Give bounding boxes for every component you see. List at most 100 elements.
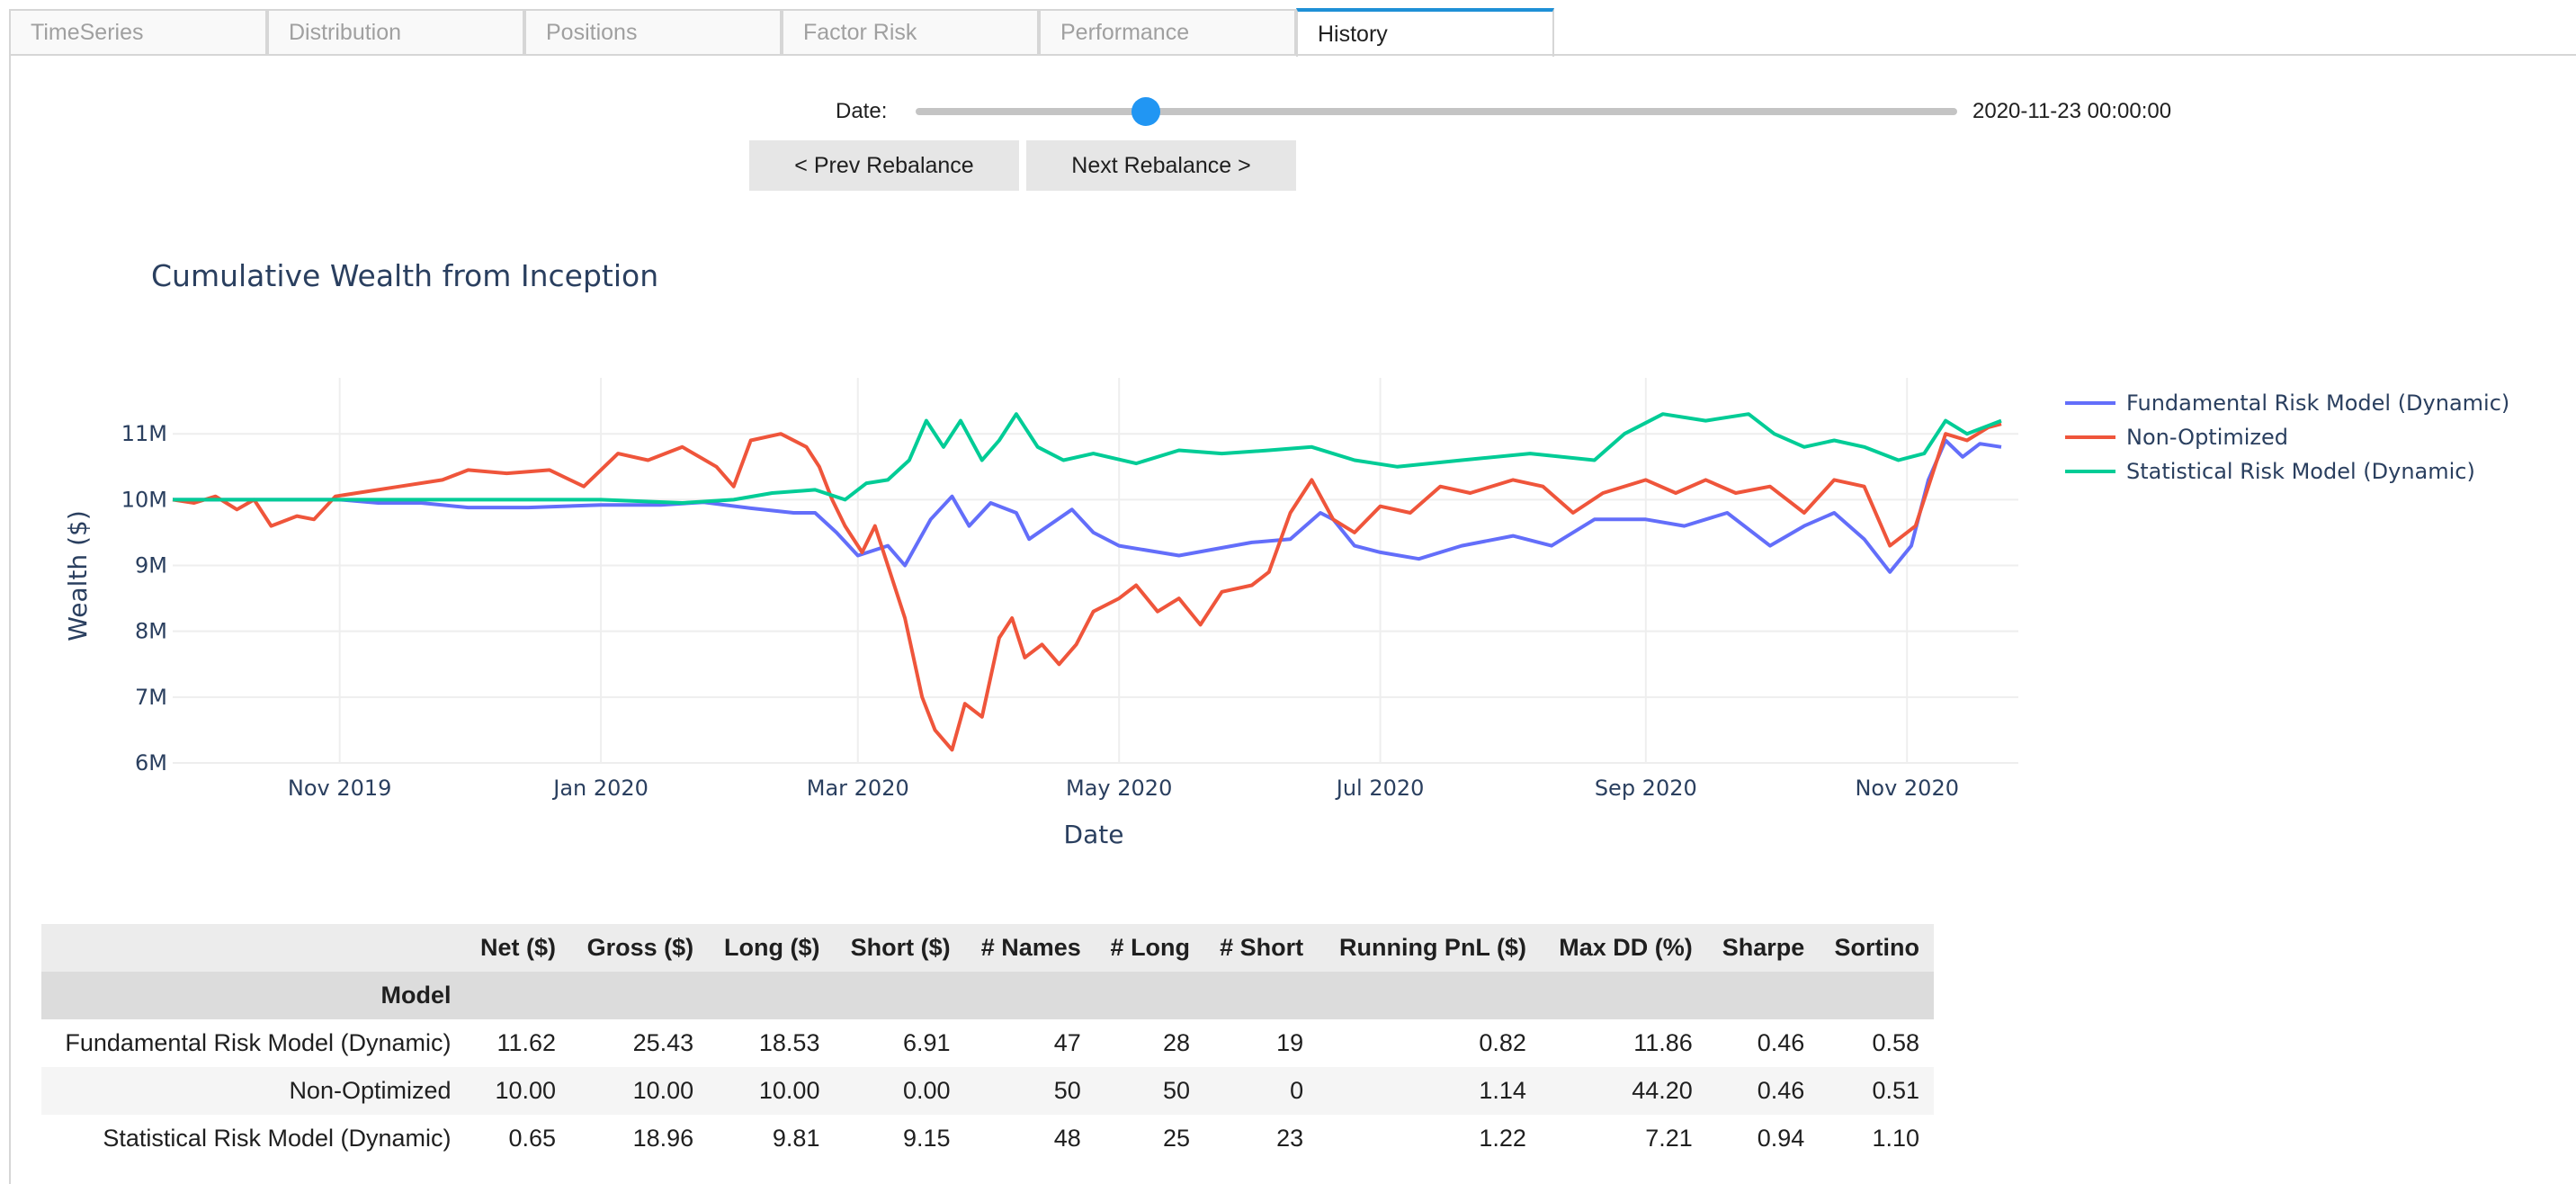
table-cell: 0 <box>1290 1077 1304 1104</box>
tab-history[interactable]: History <box>1296 8 1554 57</box>
y-axis-ticks: 6M 7M 8M 9M 10M 11M <box>121 421 167 776</box>
y-tick-label: 6M <box>135 750 167 776</box>
table-cell: 50 <box>1053 1077 1081 1104</box>
index-row-cell <box>834 972 964 1019</box>
table-row: Non-Optimized 10.00 10.00 10.00 0.00 50 50 0 1.1… <box>41 1067 1934 1115</box>
tab-timeseries[interactable]: TimeSeries <box>9 9 267 54</box>
index-row-cell <box>466 972 571 1019</box>
series-line-1 <box>172 422 2002 752</box>
chart-title: Cumulative Wealth from Inception <box>151 258 658 293</box>
table-row: Statistical Risk Model (Dynamic) 0.65 18.9… <box>41 1115 1934 1162</box>
chart-series <box>172 412 2002 752</box>
index-row-cell <box>1819 972 1934 1019</box>
table-cell: 44.20 <box>1632 1077 1693 1104</box>
date-slider-value: 2020-11-23 00:00:00 <box>1972 99 2172 123</box>
table-cell: 7.21 <box>1645 1125 1693 1152</box>
x-tick-label: Jul 2020 <box>1335 776 1425 801</box>
column-header: # Short <box>1220 934 1304 961</box>
table-cell: 23 <box>1276 1125 1304 1152</box>
index-row-cell <box>1541 972 1707 1019</box>
model-name-cell: Non-Optimized <box>289 1077 452 1104</box>
series-line-0 <box>173 438 2002 574</box>
table-cell: 10.00 <box>632 1077 694 1104</box>
index-row-cell <box>1707 972 1820 1019</box>
tab-distribution[interactable]: Distribution <box>267 9 524 54</box>
column-header: # Names <box>980 934 1081 961</box>
index-row-cell <box>1204 972 1318 1019</box>
legend-label-0: Fundamental Risk Model (Dynamic) <box>2126 390 2509 416</box>
table-cell: 1.22 <box>1479 1125 1526 1152</box>
legend-label-1: Non-Optimized <box>2126 425 2288 450</box>
x-tick-label: Sep 2020 <box>1595 776 1697 801</box>
table-cell: 11.86 <box>1633 1029 1693 1056</box>
tab-bar: TimeSeries Distribution Positions Factor… <box>0 0 2576 57</box>
table-cell: 18.53 <box>758 1029 820 1056</box>
table-header-row: Net ($) Gross ($) Long ($) Short ($) # Names… <box>41 924 1934 972</box>
column-header: Sharpe <box>1722 934 1805 961</box>
table-cell: 9.15 <box>903 1125 951 1152</box>
table-cell: 10.00 <box>758 1077 820 1104</box>
date-slider-rail[interactable] <box>916 108 1957 115</box>
index-name: Model <box>380 982 452 1009</box>
y-tick-label: 11M <box>121 421 167 446</box>
tab-performance[interactable]: Performance <box>1039 9 1296 54</box>
legend-label-2: Statistical Risk Model (Dynamic) <box>2126 459 2475 484</box>
table-row: Fundamental Risk Model (Dynamic) 11.62 25.… <box>41 1019 1934 1067</box>
x-axis-title: Date <box>1064 820 1124 849</box>
column-header: Net ($) <box>480 934 557 961</box>
tab-divider <box>9 54 2576 56</box>
prev-rebalance-button[interactable]: < Prev Rebalance <box>749 140 1019 191</box>
table-corner <box>41 924 466 972</box>
y-tick-label: 10M <box>121 487 167 512</box>
index-row-cell <box>965 972 1096 1019</box>
wealth-chart: Cumulative Wealth from Inception Nov 201… <box>63 258 2509 849</box>
x-tick-label: Mar 2020 <box>807 776 909 801</box>
index-row-cell <box>708 972 834 1019</box>
table-cell: 47 <box>1053 1029 1081 1056</box>
x-tick-label: Jan 2020 <box>551 776 648 801</box>
x-tick-label: Nov 2019 <box>288 776 392 801</box>
table-cell: 50 <box>1163 1077 1191 1104</box>
table-cell: 6.91 <box>903 1029 951 1056</box>
table-cell: 0.65 <box>508 1125 557 1152</box>
x-tick-label: Nov 2020 <box>1855 776 1959 801</box>
y-tick-label: 9M <box>135 553 167 579</box>
table-cell: 48 <box>1053 1125 1081 1152</box>
tab-positions[interactable]: Positions <box>524 9 782 54</box>
chart-legend: Fundamental Risk Model (Dynamic) Non-Opti… <box>2065 390 2509 484</box>
table-cell: 19 <box>1276 1029 1304 1056</box>
column-header: Running PnL ($) <box>1338 934 1526 961</box>
table-cell: 11.62 <box>496 1029 557 1056</box>
table-cell: 18.96 <box>632 1125 694 1152</box>
index-row-cell <box>1318 972 1541 1019</box>
table-cell: 1.10 <box>1872 1125 1919 1152</box>
series-line-2 <box>173 412 2002 505</box>
y-axis-title: Wealth ($) <box>63 510 93 641</box>
y-tick-label: 8M <box>135 619 167 644</box>
column-header: # Long <box>1110 934 1191 961</box>
chart-grid <box>173 378 2018 764</box>
date-slider-handle[interactable] <box>1131 97 1160 126</box>
column-header: Long ($) <box>723 934 820 961</box>
model-name-cell: Fundamental Risk Model (Dynamic) <box>65 1029 452 1056</box>
table-cell: 9.81 <box>772 1125 820 1152</box>
table-cell: 1.14 <box>1479 1077 1526 1104</box>
table-cell: 0.58 <box>1872 1029 1919 1056</box>
column-header: Gross ($) <box>586 934 694 961</box>
content-border <box>9 54 11 1184</box>
table-cell: 25.43 <box>632 1029 694 1056</box>
tab-factor-risk[interactable]: Factor Risk <box>782 9 1039 54</box>
next-rebalance-button[interactable]: Next Rebalance > <box>1026 140 1296 191</box>
model-name-cell: Statistical Risk Model (Dynamic) <box>103 1125 452 1152</box>
column-header: Sortino <box>1834 934 1920 961</box>
table-cell: 0.94 <box>1757 1125 1805 1152</box>
table-cell: 28 <box>1163 1029 1191 1056</box>
table-cell: 25 <box>1163 1125 1191 1152</box>
table-cell: 0.46 <box>1757 1029 1805 1056</box>
table-cell: 0.51 <box>1872 1077 1919 1104</box>
table-index-row: Model <box>41 972 1934 1019</box>
table-cell: 0.82 <box>1479 1029 1526 1056</box>
index-row-cell <box>570 972 708 1019</box>
table-body: Fundamental Risk Model (Dynamic) 11.62 25.… <box>41 1019 1934 1162</box>
table-cell: 10.00 <box>495 1077 557 1104</box>
